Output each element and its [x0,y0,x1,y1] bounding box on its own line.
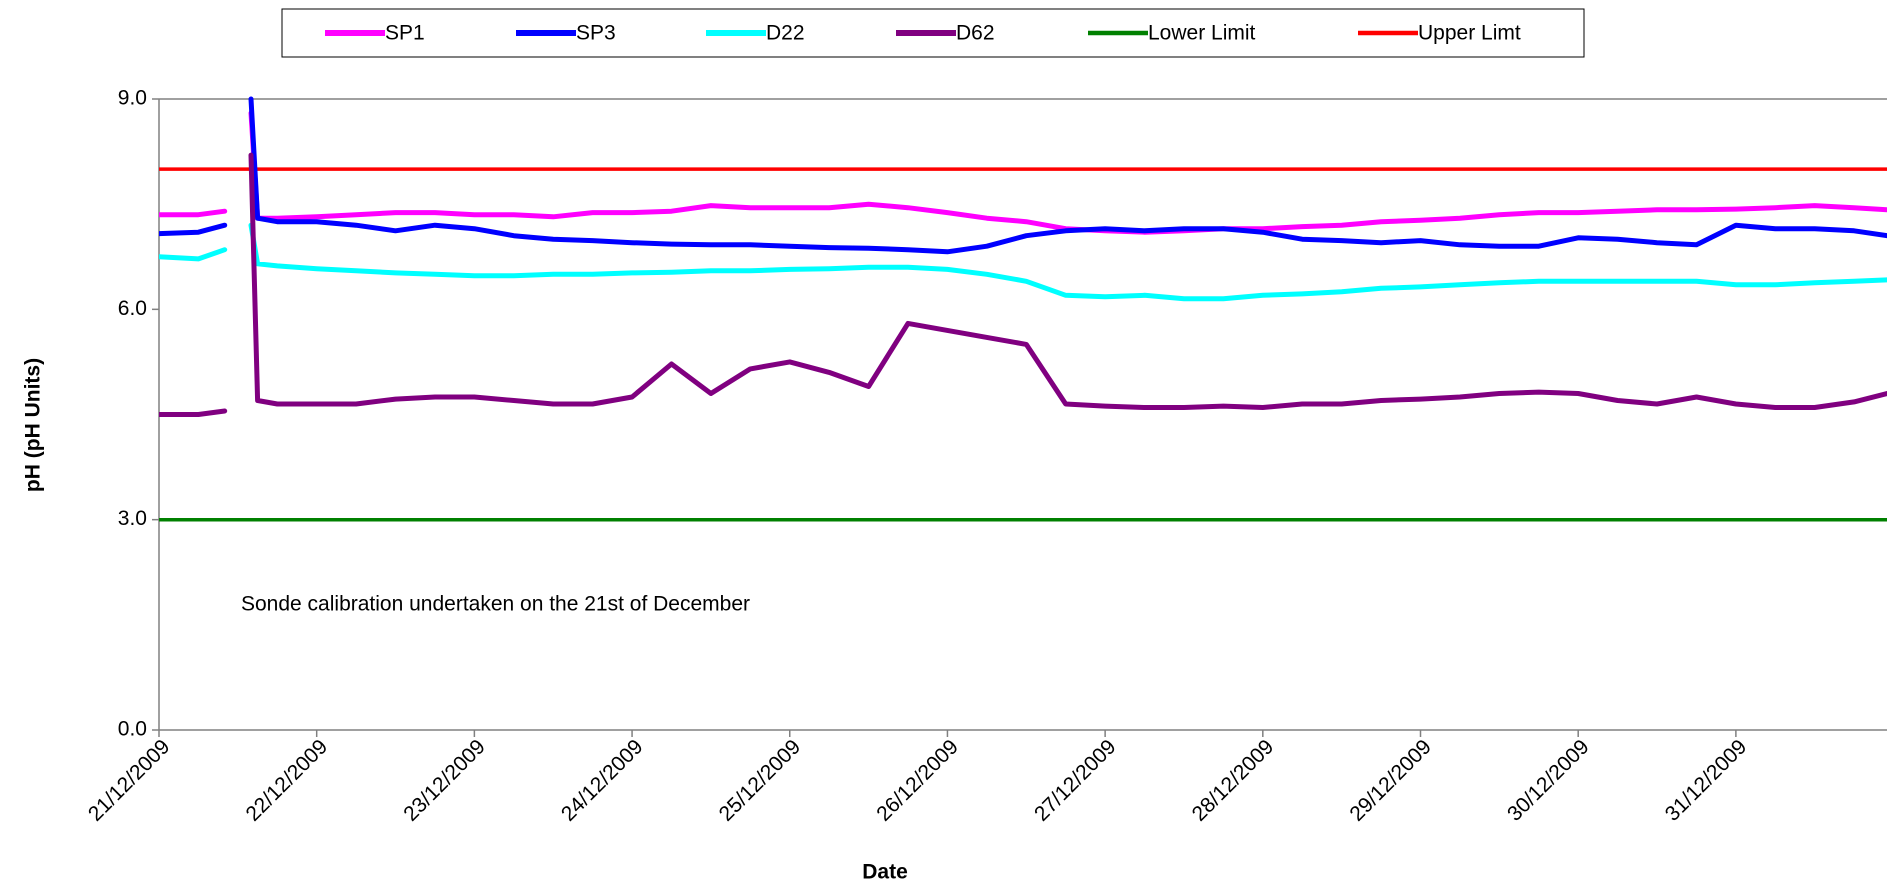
x-tick-label: 23/12/2009 [399,735,490,826]
series-line [159,208,228,218]
series-line [248,152,1887,410]
annotation: Sonde calibration undertaken on the 21st… [241,593,750,616]
legend-label: D62 [956,22,995,45]
series-line [248,96,1887,255]
series-line [159,408,228,417]
x-axis-title: Date [862,861,908,884]
x-tick-label: 26/12/2009 [872,735,963,826]
x-tick-label: 28/12/2009 [1188,735,1279,826]
x-tick-label: 24/12/2009 [557,735,648,826]
y-tick-label: 3.0 [118,507,147,530]
legend-label: Lower Limit [1148,22,1256,45]
x-tick-label: 29/12/2009 [1345,735,1436,826]
y-tick-label: 9.0 [118,87,147,110]
x-tick-label: 31/12/2009 [1661,735,1752,826]
series-line [159,247,228,262]
legend-label: D22 [766,22,805,45]
x-tick-label: 21/12/2009 [84,735,175,826]
y-tick-label: 0.0 [118,718,147,741]
series-line [248,222,1887,302]
x-tick-label: 25/12/2009 [715,735,806,826]
series-line [248,110,1887,235]
y-axis-title: pH (pH Units) [22,358,45,492]
x-tick-label: 27/12/2009 [1030,735,1121,826]
legend-label: SP3 [576,22,616,45]
legend-label: Upper Limt [1418,22,1521,45]
y-tick-label: 6.0 [118,297,147,320]
x-tick-label: 22/12/2009 [242,735,333,826]
series-line [159,222,228,237]
legend-label: SP1 [385,22,425,45]
x-tick-label: 30/12/2009 [1503,735,1594,826]
